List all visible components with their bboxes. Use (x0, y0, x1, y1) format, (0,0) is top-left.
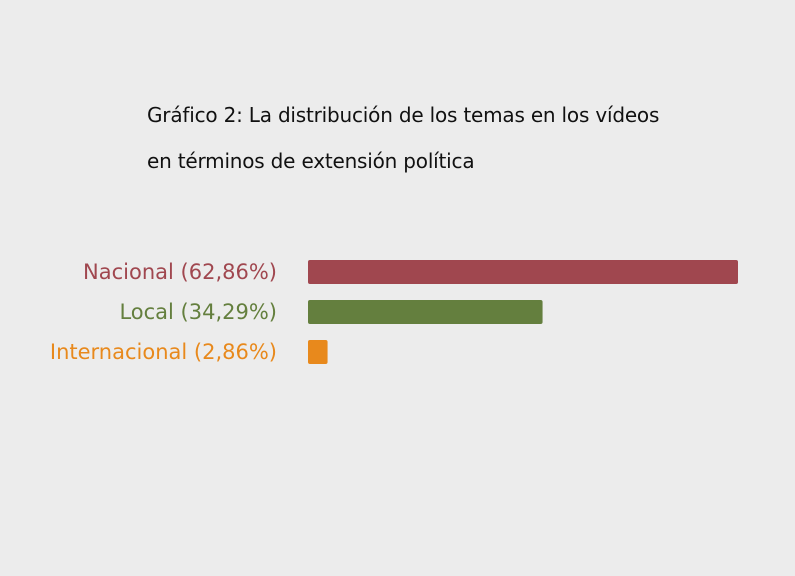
category-label-2: Internacional (2,86%) (50, 340, 277, 364)
category-label-1: Local (34,29%) (119, 300, 277, 324)
bars-group (308, 260, 738, 364)
bar-2 (308, 340, 328, 364)
chart-title-line-2: en términos de extensión política (147, 149, 475, 173)
category-labels-group: Nacional (62,86%) Local (34,29%) Internaci… (50, 260, 277, 364)
bar-1 (308, 300, 543, 324)
bar-0 (308, 260, 738, 284)
chart-title-line-1: Gráfico 2: La distribución de los temas … (147, 103, 660, 127)
category-label-0: Nacional (62,86%) (83, 260, 277, 284)
chart-title: Gráfico 2: La distribución de los temas … (147, 92, 747, 184)
